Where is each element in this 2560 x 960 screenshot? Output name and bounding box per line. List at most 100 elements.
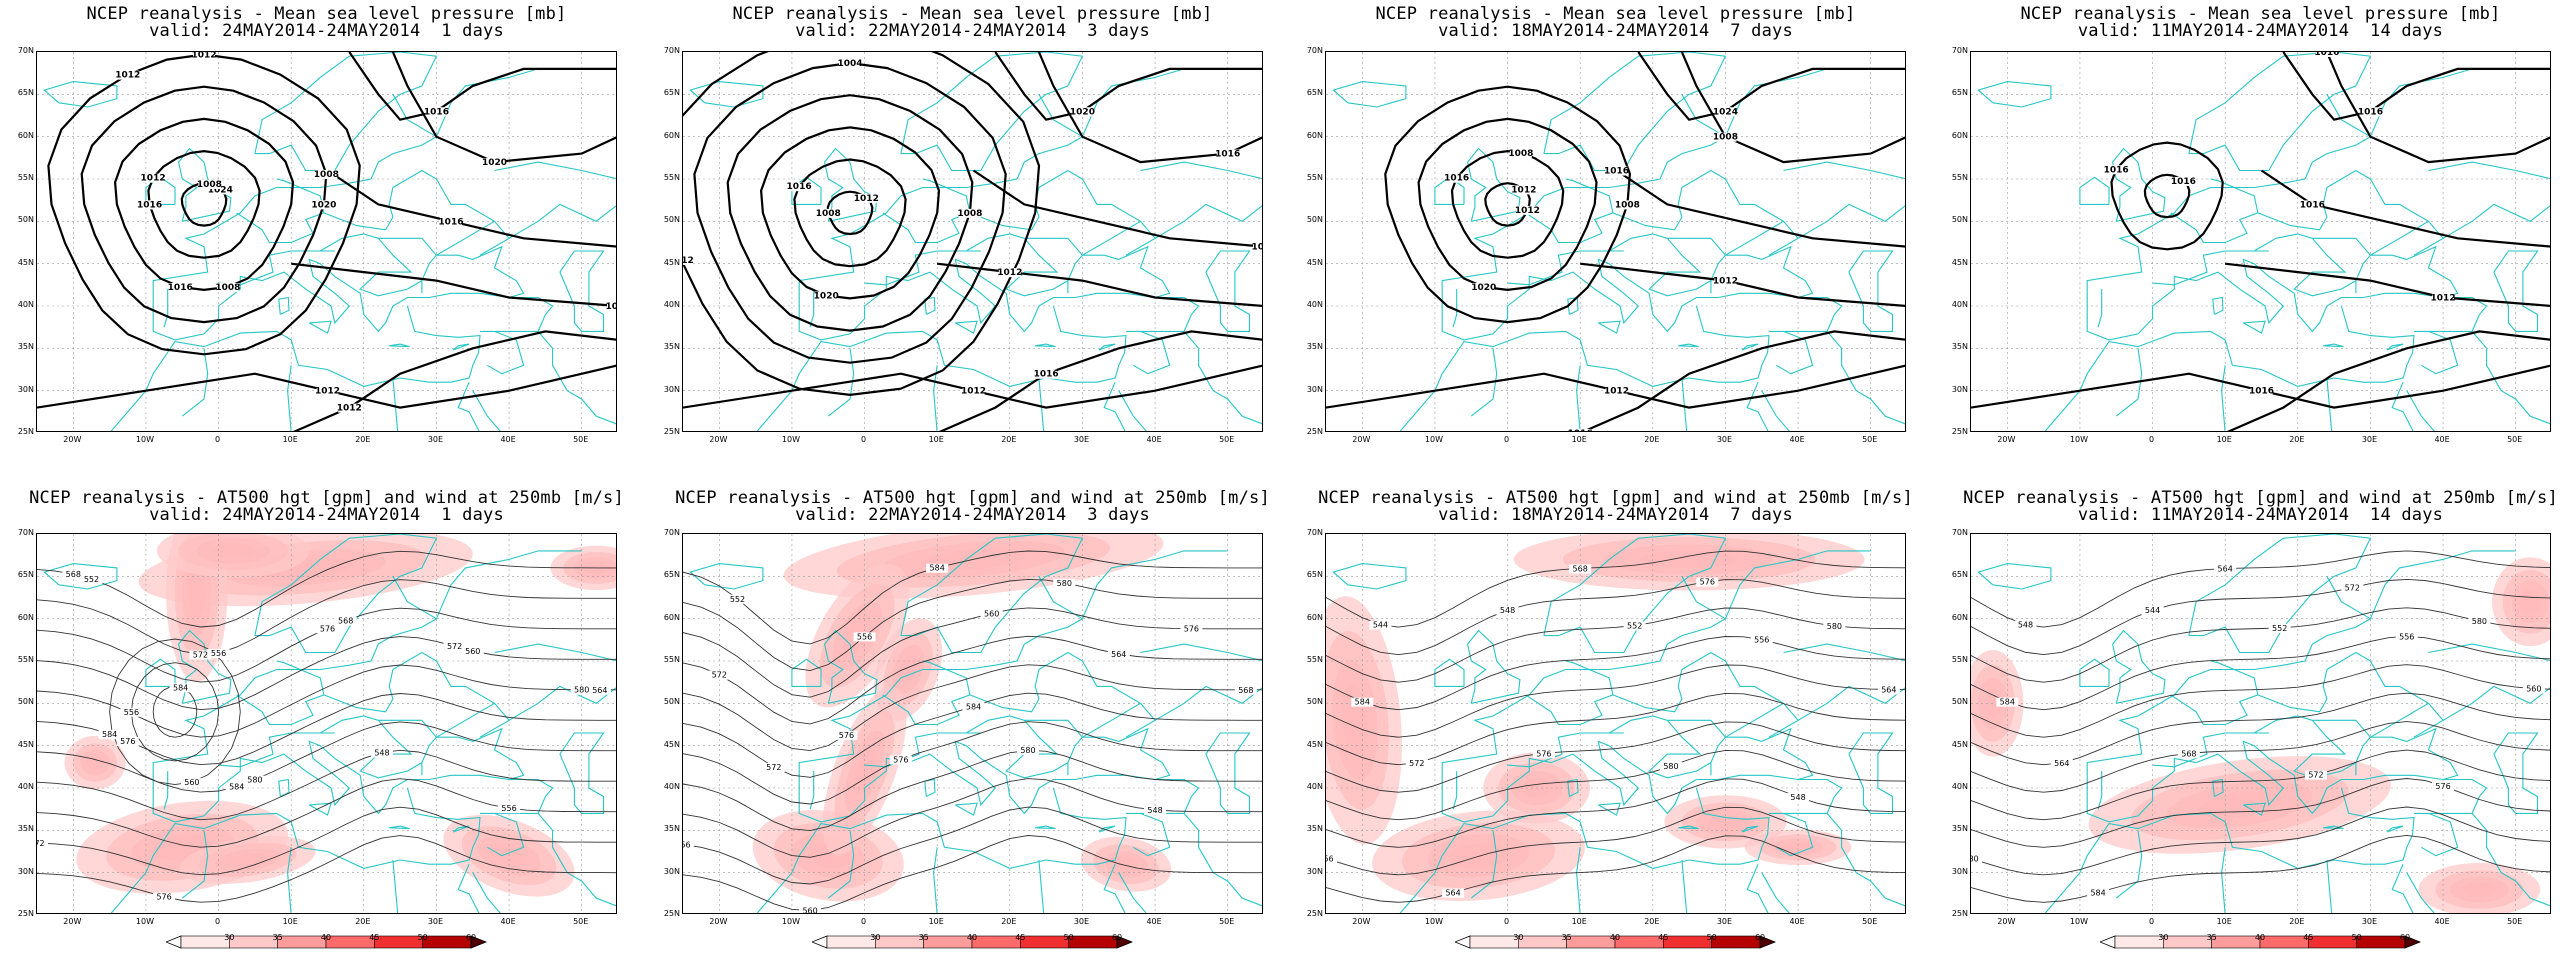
isoline-label: 552 — [2272, 624, 2287, 633]
lat-tick-label: 40N — [17, 782, 34, 791]
coastline — [2369, 550, 2516, 619]
panel-title-main: NCEP reanalysis - Mean sea level pressur… — [86, 4, 567, 24]
isoline — [1384, 85, 1632, 324]
coastline — [152, 186, 525, 341]
isoline-label: 1012 — [2431, 294, 2456, 304]
coastline — [1681, 377, 1688, 431]
label-backing — [2522, 684, 2545, 694]
graticule — [1326, 52, 1905, 431]
panel-valid-period: valid: 11MAY2014-24MAY2014 14 days — [2077, 505, 2444, 525]
isoline-label: 572 — [37, 839, 45, 848]
lon-tick-label: 20E — [355, 917, 371, 926]
lat-tick-label: 50N — [1306, 697, 1323, 707]
coastline — [1133, 330, 1171, 375]
coastline — [2212, 296, 2224, 315]
label-backing — [142, 173, 165, 183]
coastline — [110, 787, 481, 913]
isoline — [1326, 636, 1905, 711]
isoline-label: 552 — [84, 575, 99, 584]
isoline — [113, 117, 295, 292]
coastline — [2044, 305, 2415, 431]
coastline — [900, 52, 1084, 172]
coastline — [2243, 802, 2266, 816]
label-backing — [588, 685, 611, 695]
graticule — [1326, 534, 1905, 913]
label-backing — [1472, 282, 1495, 292]
colorbar-max-arrow — [1759, 935, 1777, 949]
label-backing — [1144, 805, 1167, 815]
coastline — [2323, 343, 2344, 348]
label-backing — [570, 685, 593, 695]
coastline — [1470, 348, 1498, 417]
coastline — [1103, 381, 1126, 431]
coastline — [827, 830, 855, 899]
isoline — [1450, 149, 1565, 259]
isoline-label: 584 — [966, 702, 981, 711]
coastline — [2442, 203, 2550, 239]
isoline — [1615, 169, 1905, 248]
label-backing — [316, 624, 339, 634]
coastline — [1769, 296, 1843, 332]
isoline — [1680, 52, 1905, 164]
coastline — [2257, 187, 2328, 231]
colorbar-tick-label: 60 — [465, 933, 477, 942]
jet-core — [1080, 836, 1172, 892]
coastline — [969, 669, 1040, 713]
isoline — [2325, 52, 2550, 164]
jet-core — [64, 735, 126, 790]
isoline-label: 580 — [1663, 762, 1678, 771]
coastline — [392, 859, 399, 913]
coastline — [824, 629, 878, 704]
lat-tick-label: 60N — [17, 130, 34, 140]
coastline — [254, 52, 438, 172]
isoline-labels: 552 556 560 564 568 572 576 580 548 556 560 584 580 5… — [683, 563, 1257, 913]
lon-tick-label: 50E — [573, 435, 589, 444]
isoline — [2225, 262, 2550, 307]
isoline — [1326, 778, 1905, 848]
panel-valid-period: valid: 18MAY2014-24MAY2014 7 days — [1438, 505, 1793, 525]
graticule — [1971, 52, 2550, 431]
colorbar-tick-label: 60 — [1754, 933, 1766, 942]
isoline-label: 580 — [1971, 854, 1979, 863]
lon-tick-label: 20W — [63, 917, 82, 926]
coastline — [436, 220, 495, 256]
isoline-label: 548 — [1500, 606, 1515, 615]
isoline-label: 1008 — [1508, 149, 1533, 159]
lon-tick-label: 10E — [282, 917, 298, 926]
label-backing — [607, 302, 616, 311]
coastline — [1797, 203, 1905, 239]
coastlines — [1977, 534, 2550, 913]
coastline — [1783, 161, 1905, 180]
colorbar-tick-label: 45 — [2303, 933, 2314, 942]
lat-tick-label: 35N — [663, 824, 680, 834]
panel-title: NCEP reanalysis - AT500 hgt [gpm] and wi… — [663, 490, 1283, 524]
coastline — [487, 330, 525, 375]
isoline — [683, 550, 1262, 645]
label-backing — [2014, 620, 2037, 630]
lat-tick-label: 25N — [1306, 427, 1323, 436]
label-backing — [2304, 770, 2327, 780]
isoline — [2110, 141, 2224, 251]
isoline-label: 560 — [984, 609, 999, 618]
isoline — [1971, 749, 2550, 821]
isoline-label: 564 — [592, 686, 607, 695]
label-backing — [498, 804, 521, 814]
lat-tick-label: 30N — [1951, 866, 1968, 876]
lat-tick-label: 50N — [17, 697, 34, 707]
panel-title-main: NCEP reanalysis - Mean sea level pressur… — [732, 4, 1213, 24]
coastline — [508, 685, 616, 721]
isoline-label: 1012 — [315, 387, 340, 397]
coastline — [1098, 343, 1116, 351]
isoline-labels: 5525565685605645765805485565725765845565… — [37, 570, 611, 902]
isoline-label: 1016 — [1444, 174, 1469, 184]
isoline-label: 568 — [1573, 564, 1588, 573]
isoline — [152, 685, 198, 738]
label-backing — [2432, 781, 2455, 791]
coastline — [798, 186, 1171, 341]
isoline — [37, 636, 616, 711]
isoline-label: 560 — [2526, 685, 2541, 694]
coastline — [457, 863, 480, 913]
label-backing — [1714, 276, 1737, 286]
coastline — [900, 534, 1084, 654]
coastline — [2079, 176, 2110, 205]
